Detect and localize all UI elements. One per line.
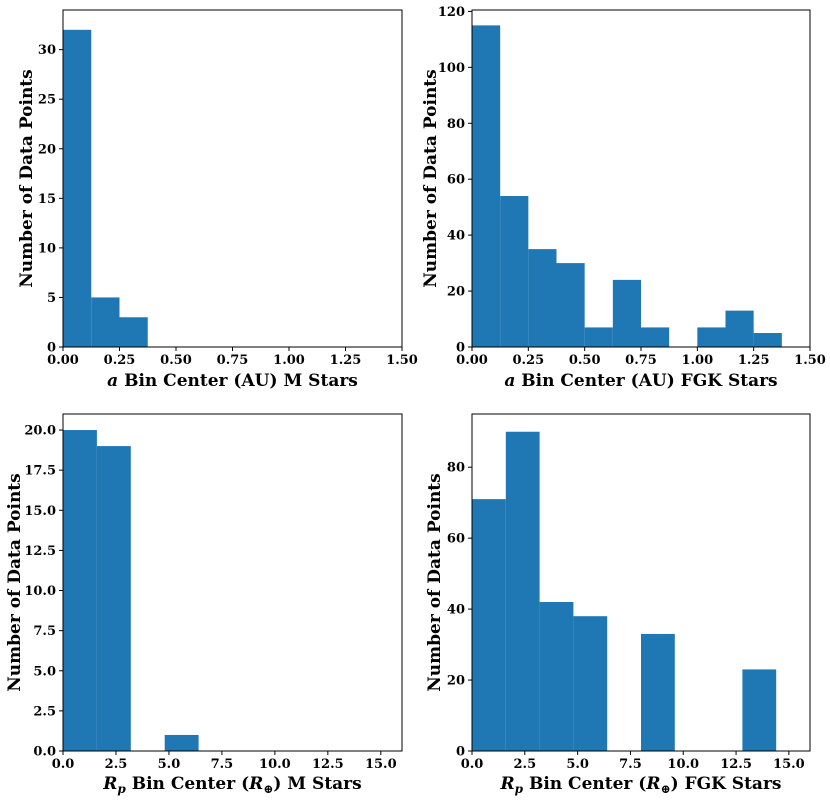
x-axis-label: a Bin Center (AU) M Stars: [107, 371, 358, 391]
x-tick-label: 1.25: [738, 353, 770, 368]
x-tick-label: 0.00: [47, 353, 79, 368]
histogram-bar: [612, 279, 641, 347]
histogram-bar: [697, 327, 726, 347]
x-tick-label: 0.00: [456, 353, 488, 368]
x-tick-label: 0.50: [160, 353, 192, 368]
x-tick-label: 0.50: [569, 353, 601, 368]
x-axis-label: Rp Bin Center (R⊕) FGK Stars: [500, 774, 782, 796]
histogram-bar: [505, 431, 540, 751]
panel-rp-m-stars: 0.0 2.5 5.0 7.5 10.0 12.5 15.0 0.0 2.5 5.0 7.5 10.0…: [5, 413, 403, 796]
y-tick-label: 2.5: [33, 704, 56, 719]
x-tick-label: 0.0: [52, 757, 75, 772]
y-tick-label: 80: [447, 461, 465, 476]
y-tick-label: 0: [47, 341, 56, 356]
panel-rp-fgk-stars: 0.0 2.5 5.0 7.5 10.0 12.5 15.0 0 20 40 60 80Number …: [425, 413, 811, 796]
y-tick-label: 0: [456, 341, 465, 356]
x-tick-label: 10.0: [667, 757, 699, 772]
histogram-bar: [641, 327, 670, 347]
y-tick-label: 5.0: [33, 664, 56, 679]
histogram-bar: [641, 633, 675, 751]
x-axis-label: Rp Bin Center (R⊕) M Stars: [102, 774, 361, 796]
y-axis-label: Number of Data Points: [5, 473, 25, 692]
x-tick-label: 7.5: [619, 757, 642, 772]
y-tick-label: 15.0: [24, 504, 56, 519]
histogram-bar: [753, 333, 782, 347]
histogram-bar: [556, 263, 585, 347]
axes-frame: [471, 413, 811, 752]
y-tick-label: 60: [447, 532, 465, 547]
x-tick-label: 0.0: [461, 757, 484, 772]
panel-a-m-stars: 0.00 0.25 0.50 0.75 1.00 1.25 1.50 0 5 10 15 20 25 30…: [17, 9, 418, 391]
y-tick-label: 15: [38, 192, 56, 207]
histogram-bar: [528, 249, 557, 347]
panel-a-fgk-stars: 0.00 0.25 0.50 0.75 1.00 1.25 1.50 0 20 40 60 80 100…: [421, 5, 826, 391]
histogram-bar: [63, 430, 97, 751]
y-tick-label: 20.0: [24, 424, 56, 439]
histogram-bar: [584, 327, 613, 347]
x-tick-label: 5.0: [158, 757, 181, 772]
y-tick-label: 20: [447, 674, 465, 689]
y-tick-label: 40: [447, 229, 465, 244]
histogram-bar: [742, 669, 777, 751]
y-tick-label: 7.5: [33, 624, 56, 639]
x-tick-label: 0.75: [217, 353, 249, 368]
y-tick-label: 60: [447, 173, 465, 188]
y-tick-label: 30: [38, 43, 56, 58]
y-tick-label: 10.0: [24, 584, 56, 599]
y-tick-label: 25: [38, 93, 56, 108]
y-tick-label: 12.5: [24, 544, 56, 559]
histogram-bar: [119, 317, 148, 347]
y-tick-label: 20: [38, 142, 56, 157]
x-tick-label: 0.25: [104, 353, 136, 368]
x-tick-label: 1.00: [681, 353, 713, 368]
y-tick-label: 0.0: [33, 745, 56, 760]
y-tick-label: 120: [438, 5, 465, 20]
y-tick-label: 10: [38, 241, 56, 256]
x-tick-label: 12.5: [720, 757, 752, 772]
x-tick-label: 1.00: [273, 353, 305, 368]
histogram-bar: [500, 195, 529, 347]
x-tick-label: 15.0: [773, 757, 805, 772]
x-axis-label: a Bin Center (AU) FGK Stars: [504, 371, 777, 391]
axes-frame: [62, 413, 403, 752]
histogram-bar: [539, 602, 574, 751]
x-tick-label: 12.5: [312, 757, 344, 772]
x-tick-label: 0.25: [512, 353, 544, 368]
histogram-bar: [472, 499, 506, 751]
x-tick-label: 10.0: [259, 757, 291, 772]
x-tick-label: 1.50: [386, 353, 418, 368]
histogram-bar: [164, 734, 199, 751]
x-tick-label: 7.5: [211, 757, 234, 772]
y-tick-label: 100: [438, 61, 465, 76]
y-axis-label: Number of Data Points: [425, 473, 445, 692]
histogram-bar: [573, 616, 608, 751]
y-tick-label: 40: [447, 603, 465, 618]
x-tick-label: 5.0: [566, 757, 589, 772]
y-tick-label: 20: [447, 285, 465, 300]
y-tick-label: 0: [456, 745, 465, 760]
x-tick-label: 1.50: [794, 353, 826, 368]
x-tick-label: 1.25: [330, 353, 362, 368]
x-tick-label: 2.5: [105, 757, 128, 772]
histogram-bar: [63, 29, 92, 347]
x-tick-label: 2.5: [514, 757, 537, 772]
y-axis-label: Number of Data Points: [421, 69, 441, 288]
histogram-bar: [96, 446, 131, 751]
x-tick-label: 15.0: [365, 757, 397, 772]
y-tick-label: 5: [47, 291, 56, 306]
histogram-bar: [472, 25, 501, 347]
y-tick-label: 17.5: [24, 464, 56, 479]
x-tick-label: 0.75: [625, 353, 657, 368]
histogram-bar: [725, 310, 754, 347]
y-axis-label: Number of Data Points: [17, 69, 37, 288]
y-tick-label: 80: [447, 117, 465, 132]
histogram-bar: [91, 297, 120, 347]
axes-frame: [62, 9, 403, 348]
